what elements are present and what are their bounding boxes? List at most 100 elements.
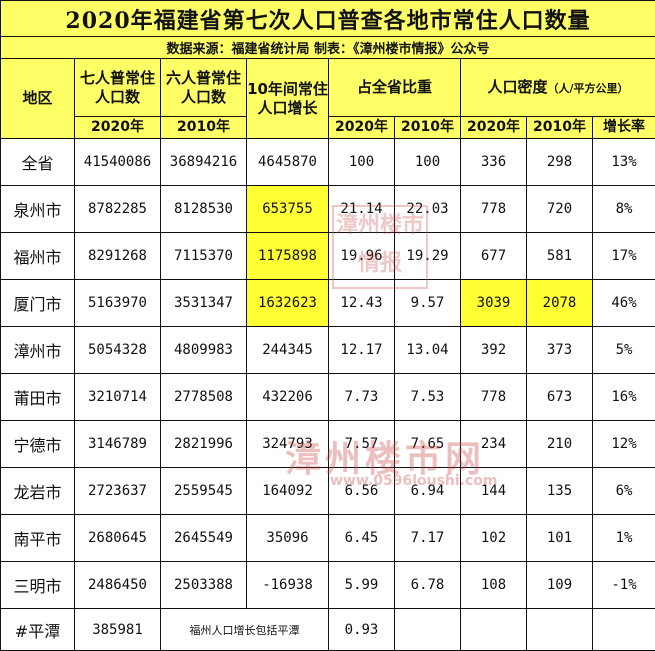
- row-pop2010: 2821996: [161, 421, 247, 468]
- row-growth-highlighted: 1175898: [247, 233, 329, 280]
- row-den2020: 336: [461, 139, 527, 186]
- row-region: 漳州市: [1, 327, 75, 374]
- row-den2010-highlighted: 2078: [527, 280, 593, 327]
- row-den2010: 135: [527, 468, 593, 515]
- footer-empty-cell: [461, 609, 527, 651]
- table-row: 漳州市 5054328 4809983 244345 12.17 13.04 3…: [1, 327, 655, 374]
- row-pop2010: 2503388: [161, 562, 247, 609]
- header-growth: 10年间常住人口增长: [247, 59, 329, 139]
- row-growth: -16938: [247, 562, 329, 609]
- row-share2010: 13.04: [395, 327, 461, 374]
- header-rate: 增长率: [593, 117, 655, 139]
- row-den2020: 778: [461, 186, 527, 233]
- row-growth: 432206: [247, 374, 329, 421]
- row-growth: 35096: [247, 515, 329, 562]
- row-rate: 16%: [593, 374, 655, 421]
- row-share2010: 6.78: [395, 562, 461, 609]
- header-pop6-year: 2010年: [161, 117, 247, 139]
- row-region: 全省: [1, 139, 75, 186]
- row-growth-highlighted: 1632623: [247, 280, 329, 327]
- row-den2010: 109: [527, 562, 593, 609]
- row-region: 莆田市: [1, 374, 75, 421]
- footer-pop2020: 385981: [75, 609, 161, 651]
- row-share2020: 12.43: [329, 280, 395, 327]
- header-pop7: 七人普常住人口数: [75, 59, 161, 117]
- footer-share2020: 0.93: [329, 609, 395, 651]
- header-density-2020: 2020年: [461, 117, 527, 139]
- row-pop2020: 2723637: [75, 468, 161, 515]
- footer-note: 福州人口增长包括平潭: [161, 609, 329, 651]
- header-share: 占全省比重: [329, 59, 461, 117]
- row-rate: 13%: [593, 139, 655, 186]
- table-row: 全省 41540086 36894216 4645870 100 100 336…: [1, 139, 655, 186]
- row-den2020: 778: [461, 374, 527, 421]
- header-pop6: 六人普常住人口数: [161, 59, 247, 117]
- row-rate: 1%: [593, 515, 655, 562]
- table-subtitle: 数据来源：福建省统计局 制表：《漳州楼市情报》公众号: [1, 37, 655, 59]
- row-pop2020: 8291268: [75, 233, 161, 280]
- row-share2020: 6.45: [329, 515, 395, 562]
- row-den2020: 108: [461, 562, 527, 609]
- row-pop2020: 5163970: [75, 280, 161, 327]
- footer-empty-cell: [527, 609, 593, 651]
- header-density: 人口密度（人/平方公里）: [461, 59, 655, 117]
- row-rate: 5%: [593, 327, 655, 374]
- table-row: 莆田市 3210714 2778508 432206 7.73 7.53 778…: [1, 374, 655, 421]
- footer-empty-cell: [593, 609, 655, 651]
- header-density-label: 人口密度: [487, 78, 547, 96]
- row-den2010: 673: [527, 374, 593, 421]
- row-share2020: 21.14: [329, 186, 395, 233]
- table-row: 泉州市 8782285 8128530 653755 21.14 22.03 7…: [1, 186, 655, 233]
- row-den2010: 210: [527, 421, 593, 468]
- row-pop2010: 7115370: [161, 233, 247, 280]
- row-den2020: 102: [461, 515, 527, 562]
- table-row: 龙岩市 2723637 2559545 164092 6.56 6.94 144…: [1, 468, 655, 515]
- row-pop2020: 41540086: [75, 139, 161, 186]
- row-growth-highlighted: 653755: [247, 186, 329, 233]
- row-rate: 12%: [593, 421, 655, 468]
- footer-region: #平潭: [1, 609, 75, 651]
- row-den2020: 677: [461, 233, 527, 280]
- header-region: 地区: [1, 59, 75, 139]
- row-den2010: 720: [527, 186, 593, 233]
- row-pop2010: 2778508: [161, 374, 247, 421]
- header-share-2010: 2010年: [395, 117, 461, 139]
- table-row: 三明市 2486450 2503388 -16938 5.99 6.78 108…: [1, 562, 655, 609]
- row-growth: 4645870: [247, 139, 329, 186]
- row-rate: 46%: [593, 280, 655, 327]
- row-growth: 244345: [247, 327, 329, 374]
- row-region: 福州市: [1, 233, 75, 280]
- row-share2010: 19.29: [395, 233, 461, 280]
- row-den2010: 581: [527, 233, 593, 280]
- row-growth: 324793: [247, 421, 329, 468]
- row-growth: 164092: [247, 468, 329, 515]
- row-rate: -1%: [593, 562, 655, 609]
- row-den2010: 298: [527, 139, 593, 186]
- table-row: 厦门市 5163970 3531347 1632623 12.43 9.57 3…: [1, 280, 655, 327]
- row-region: 宁德市: [1, 421, 75, 468]
- row-share2010: 7.17: [395, 515, 461, 562]
- row-share2020: 7.57: [329, 421, 395, 468]
- row-den2020: 234: [461, 421, 527, 468]
- row-pop2010: 2559545: [161, 468, 247, 515]
- row-share2010: 7.53: [395, 374, 461, 421]
- row-share2020: 100: [329, 139, 395, 186]
- header-pop7-year: 2020年: [75, 117, 161, 139]
- row-region: 三明市: [1, 562, 75, 609]
- row-pop2010: 3531347: [161, 280, 247, 327]
- row-share2020: 5.99: [329, 562, 395, 609]
- row-region: 南平市: [1, 515, 75, 562]
- row-rate: 6%: [593, 468, 655, 515]
- row-share2020: 12.17: [329, 327, 395, 374]
- table-row: 宁德市 3146789 2821996 324793 7.57 7.65 234…: [1, 421, 655, 468]
- row-pop2020: 2486450: [75, 562, 161, 609]
- row-share2010: 100: [395, 139, 461, 186]
- row-pop2020: 2680645: [75, 515, 161, 562]
- header-share-2020: 2020年: [329, 117, 395, 139]
- table-row: 福州市 8291268 7115370 1175898 19.96 19.29 …: [1, 233, 655, 280]
- row-share2010: 22.03: [395, 186, 461, 233]
- header-density-2010: 2010年: [527, 117, 593, 139]
- row-den2010: 373: [527, 327, 593, 374]
- header-density-unit: （人/平方公里）: [548, 82, 629, 95]
